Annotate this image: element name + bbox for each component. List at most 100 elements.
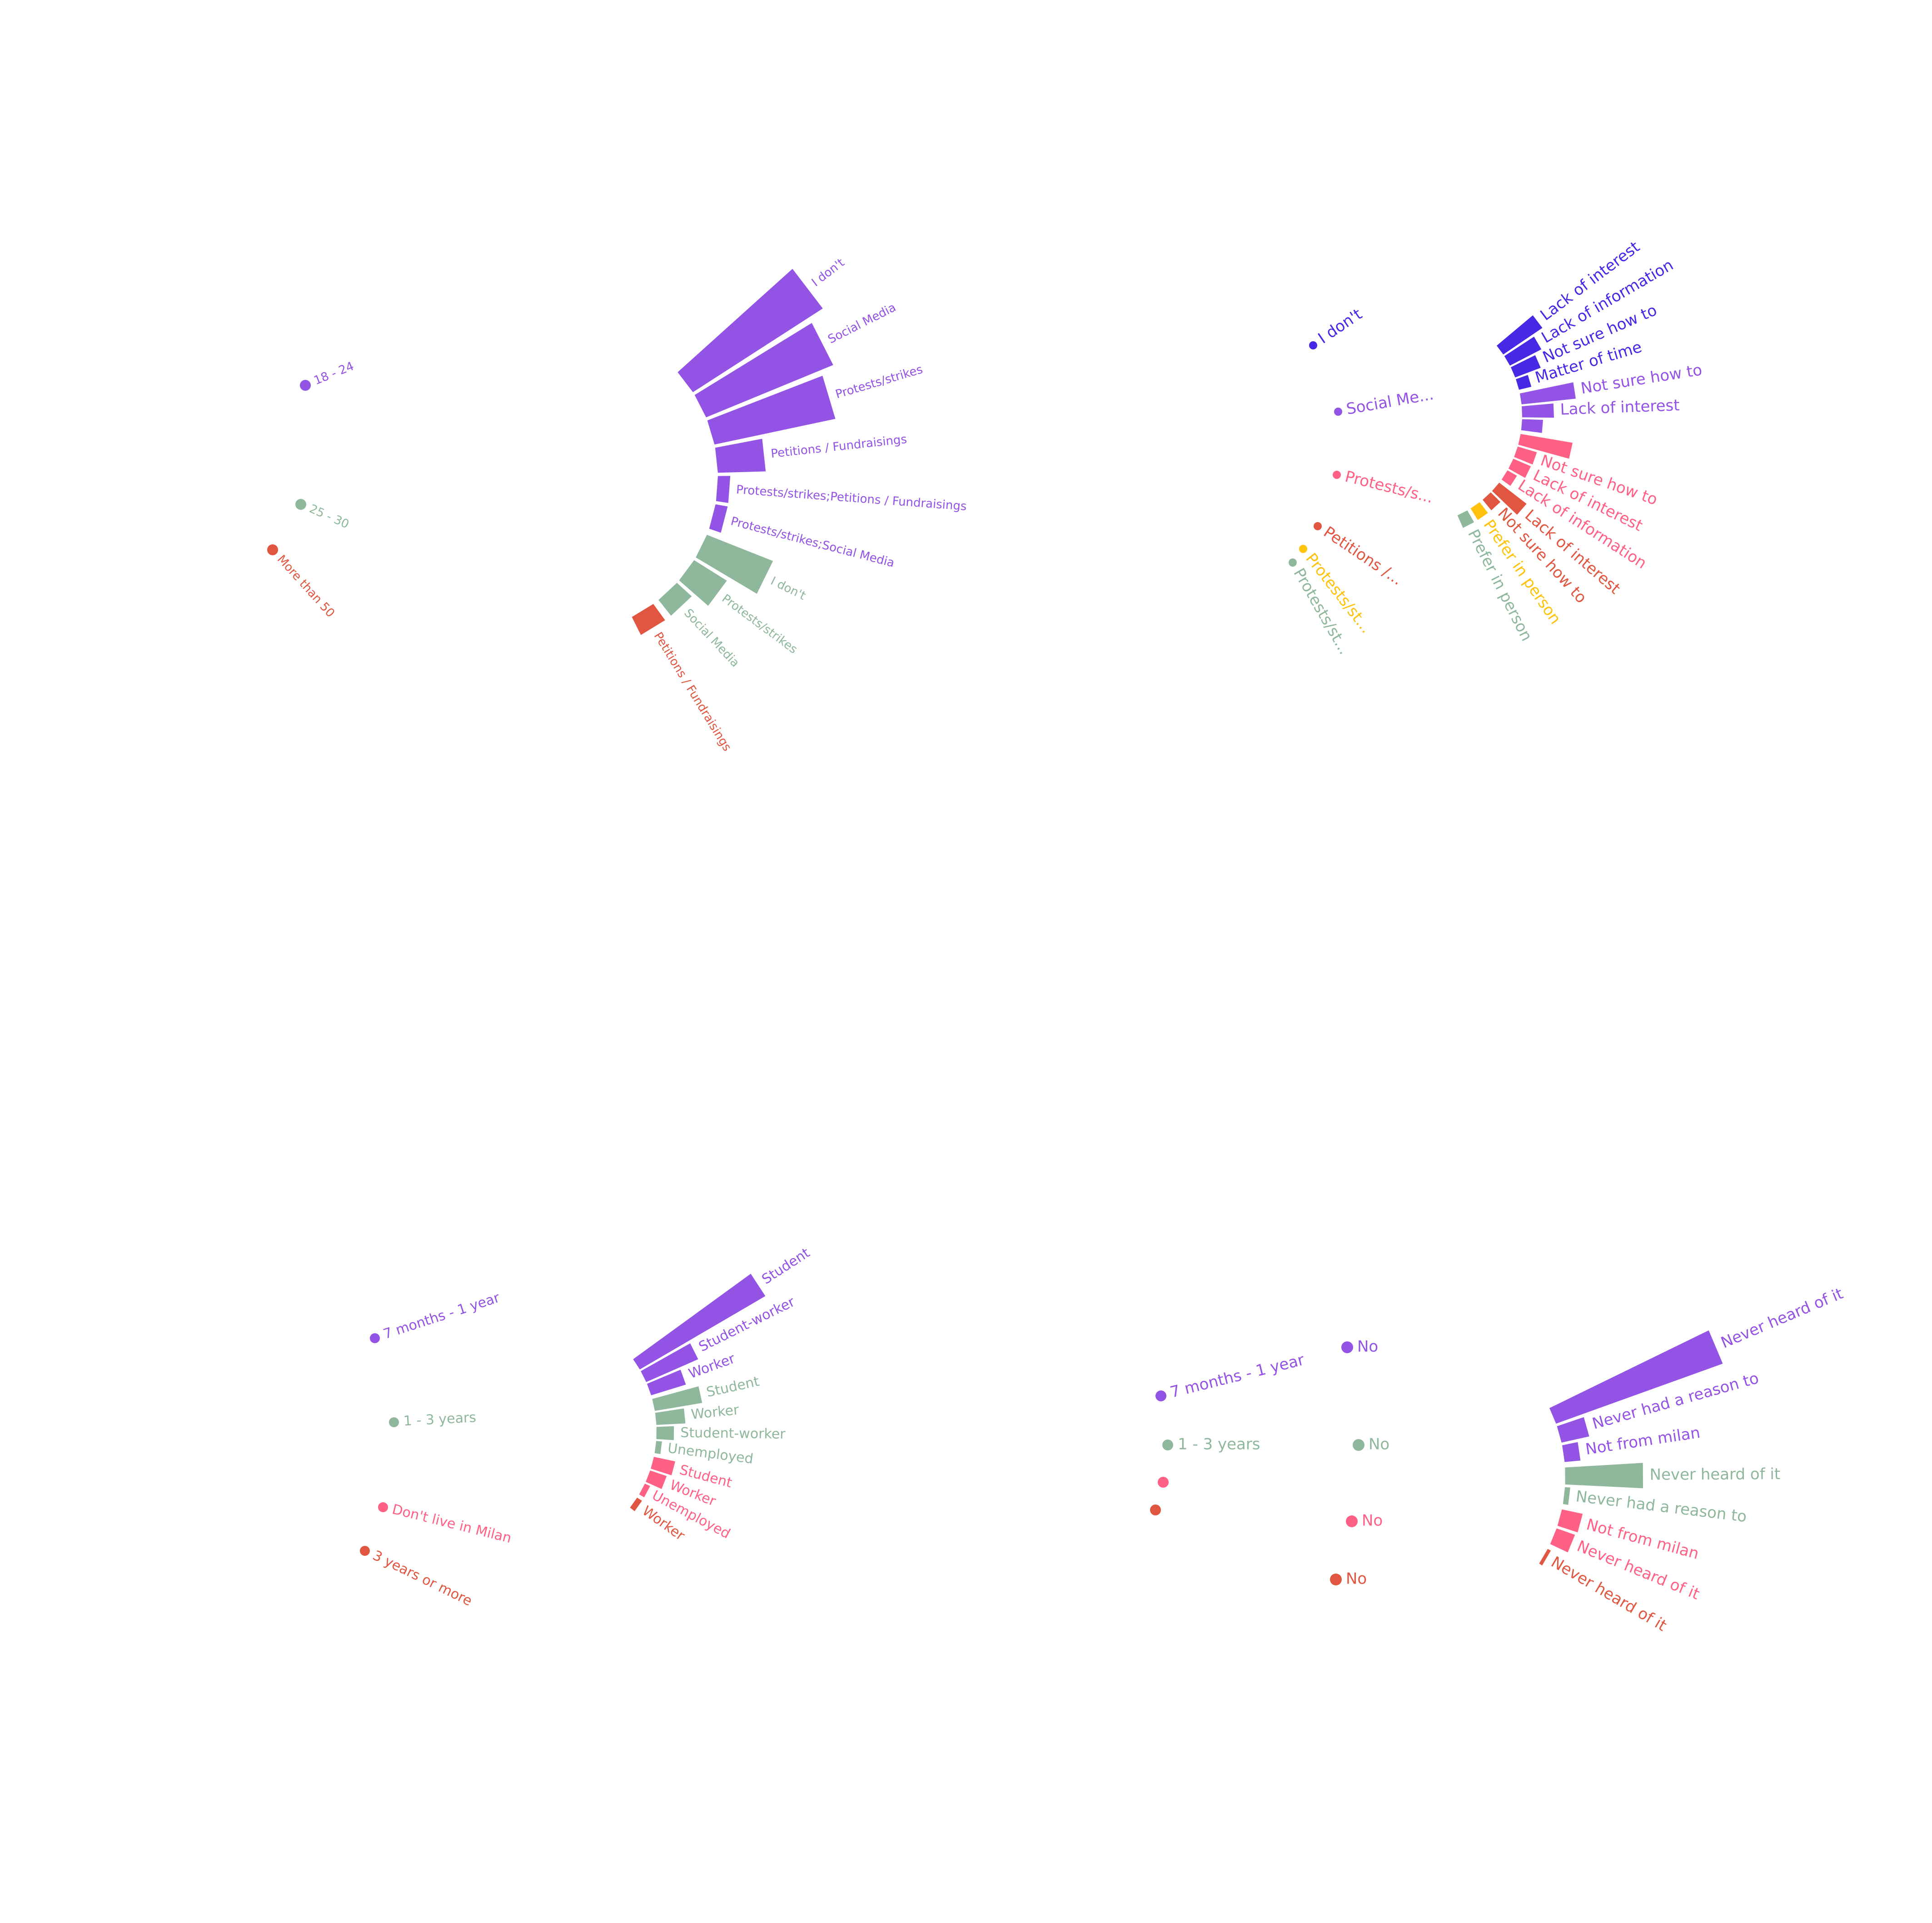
sublegend-dot xyxy=(1346,1515,1358,1527)
bar-label: Lack of interest xyxy=(1560,396,1680,419)
bar-worker xyxy=(647,1370,686,1395)
bar-label: Student xyxy=(705,1374,761,1401)
bar-matter-of-time xyxy=(1516,375,1532,390)
bar-label: Petitions / Fundraisings xyxy=(770,433,907,461)
legend-dot xyxy=(1309,341,1317,349)
bar-label: I don't xyxy=(809,256,847,289)
bar-i-don-t xyxy=(696,535,773,594)
legend-dot xyxy=(1158,1477,1169,1488)
legend-dot xyxy=(1333,471,1341,479)
bar-social-media xyxy=(694,323,833,418)
sublegend-label: No xyxy=(1357,1338,1378,1356)
bar-worker xyxy=(655,1408,686,1425)
sublegend-dot xyxy=(1330,1574,1342,1585)
bar-unlabeled xyxy=(1521,419,1543,433)
legend-dot xyxy=(1155,1390,1166,1401)
bar-never-had-a-reason-to xyxy=(1557,1417,1589,1443)
sublegend-dot xyxy=(1341,1341,1353,1353)
bar-worker xyxy=(646,1470,667,1489)
bar-label: Student-worker xyxy=(680,1425,786,1442)
bar-label: Social Media xyxy=(681,606,742,670)
legend-dot xyxy=(1299,545,1307,553)
legend-dot xyxy=(300,380,311,391)
bar-not-from-milan xyxy=(1557,1509,1583,1533)
bar-worker xyxy=(630,1497,642,1511)
bar-never-heard-of-it xyxy=(1549,1330,1723,1424)
legend-label: Social Me... xyxy=(1345,385,1435,418)
legend-label: More than 50 xyxy=(274,553,337,620)
bar-lack-of-information xyxy=(1504,336,1542,366)
legend-label: 1 - 3 years xyxy=(403,1410,477,1429)
legend-label: 7 months - 1 year xyxy=(1168,1351,1306,1402)
bar-protests-strikes-petitions-fundraisings xyxy=(716,476,731,503)
bar-student xyxy=(651,1457,676,1475)
legend-label: 18 - 24 xyxy=(312,359,356,388)
sublegend-label: No xyxy=(1362,1512,1383,1530)
bar-label: Never heard of it xyxy=(1718,1285,1846,1352)
bar-not-sure-how-to xyxy=(1511,355,1541,378)
legend-dot xyxy=(1162,1440,1173,1450)
bar-lack-of-interest xyxy=(1522,404,1554,418)
sublegend-label: No xyxy=(1346,1570,1367,1588)
bar-label: Worker xyxy=(690,1402,740,1423)
legend-dot xyxy=(1150,1505,1161,1515)
bar-not-sure-how-to xyxy=(1514,446,1537,465)
bar-student xyxy=(633,1274,766,1370)
bar-protests-strikes-social-media xyxy=(709,504,728,533)
bar-lack-of-interest xyxy=(1492,483,1527,515)
bar-never-had-a-reason-to xyxy=(1563,1487,1570,1505)
bar-protests-strikes xyxy=(707,375,836,445)
chart-occupation-by-residency: Student Student-worker Worker 7 months - 1 … xyxy=(360,1245,813,1609)
bar-student-worker xyxy=(656,1426,674,1440)
bar-label: Social Media xyxy=(826,301,898,347)
legend-label: 3 years or more xyxy=(370,1548,475,1609)
bar-unlabeled xyxy=(1518,434,1573,459)
legend-dot xyxy=(389,1417,399,1427)
bar-prefer-in-person xyxy=(1470,502,1488,520)
legend-label: 7 months - 1 year xyxy=(381,1290,502,1342)
bar-student xyxy=(652,1386,702,1411)
bar-label: Student xyxy=(759,1245,813,1288)
bar-protests-strikes xyxy=(679,560,727,606)
bar-label: I don't xyxy=(768,574,808,603)
bar-i-don-t xyxy=(677,269,823,393)
bar-never-heard-of-it xyxy=(1550,1528,1575,1553)
legend-dot xyxy=(378,1502,388,1512)
legend-label: 1 - 3 years xyxy=(1178,1435,1260,1454)
legend-label: 25 - 30 xyxy=(307,502,351,532)
sublegend-dot xyxy=(1353,1439,1364,1451)
bar-lack-of-interest xyxy=(1508,458,1531,478)
bar-social-media xyxy=(658,583,692,616)
bar-not-sure-how-to xyxy=(1519,382,1576,404)
legend-label: Protests/s... xyxy=(1343,468,1435,507)
legend-dot xyxy=(1289,558,1297,567)
bar-label: Protests/strikes;Petitions / Fundraising… xyxy=(736,483,967,513)
legend-dot xyxy=(1334,408,1342,416)
legend-dot xyxy=(1314,522,1322,530)
bar-never-heard-of-it xyxy=(1539,1549,1551,1566)
bar-label: Protests/strikes xyxy=(719,592,800,657)
series-18-24: I don't Social Media Protests/strikes Petit… xyxy=(300,256,967,570)
legend-dot xyxy=(370,1333,380,1343)
bar-petitions-fundraisings xyxy=(715,438,766,473)
bar-prefer-in-person xyxy=(1457,510,1474,528)
bar-lack-of-interest xyxy=(1496,315,1543,355)
bar-not-from-milan xyxy=(1562,1442,1581,1462)
bar-label: Never heard of it xyxy=(1649,1465,1780,1484)
bar-never-heard-of-it xyxy=(1565,1463,1643,1489)
bar-not-sure-how-to xyxy=(1483,492,1501,510)
bar-lack-of-information xyxy=(1501,470,1517,486)
legend-dot xyxy=(360,1546,370,1556)
bar-label: Protests/strikes xyxy=(834,363,924,402)
legend-dot xyxy=(267,544,278,555)
bar-petitions-fundraisings xyxy=(632,604,665,635)
